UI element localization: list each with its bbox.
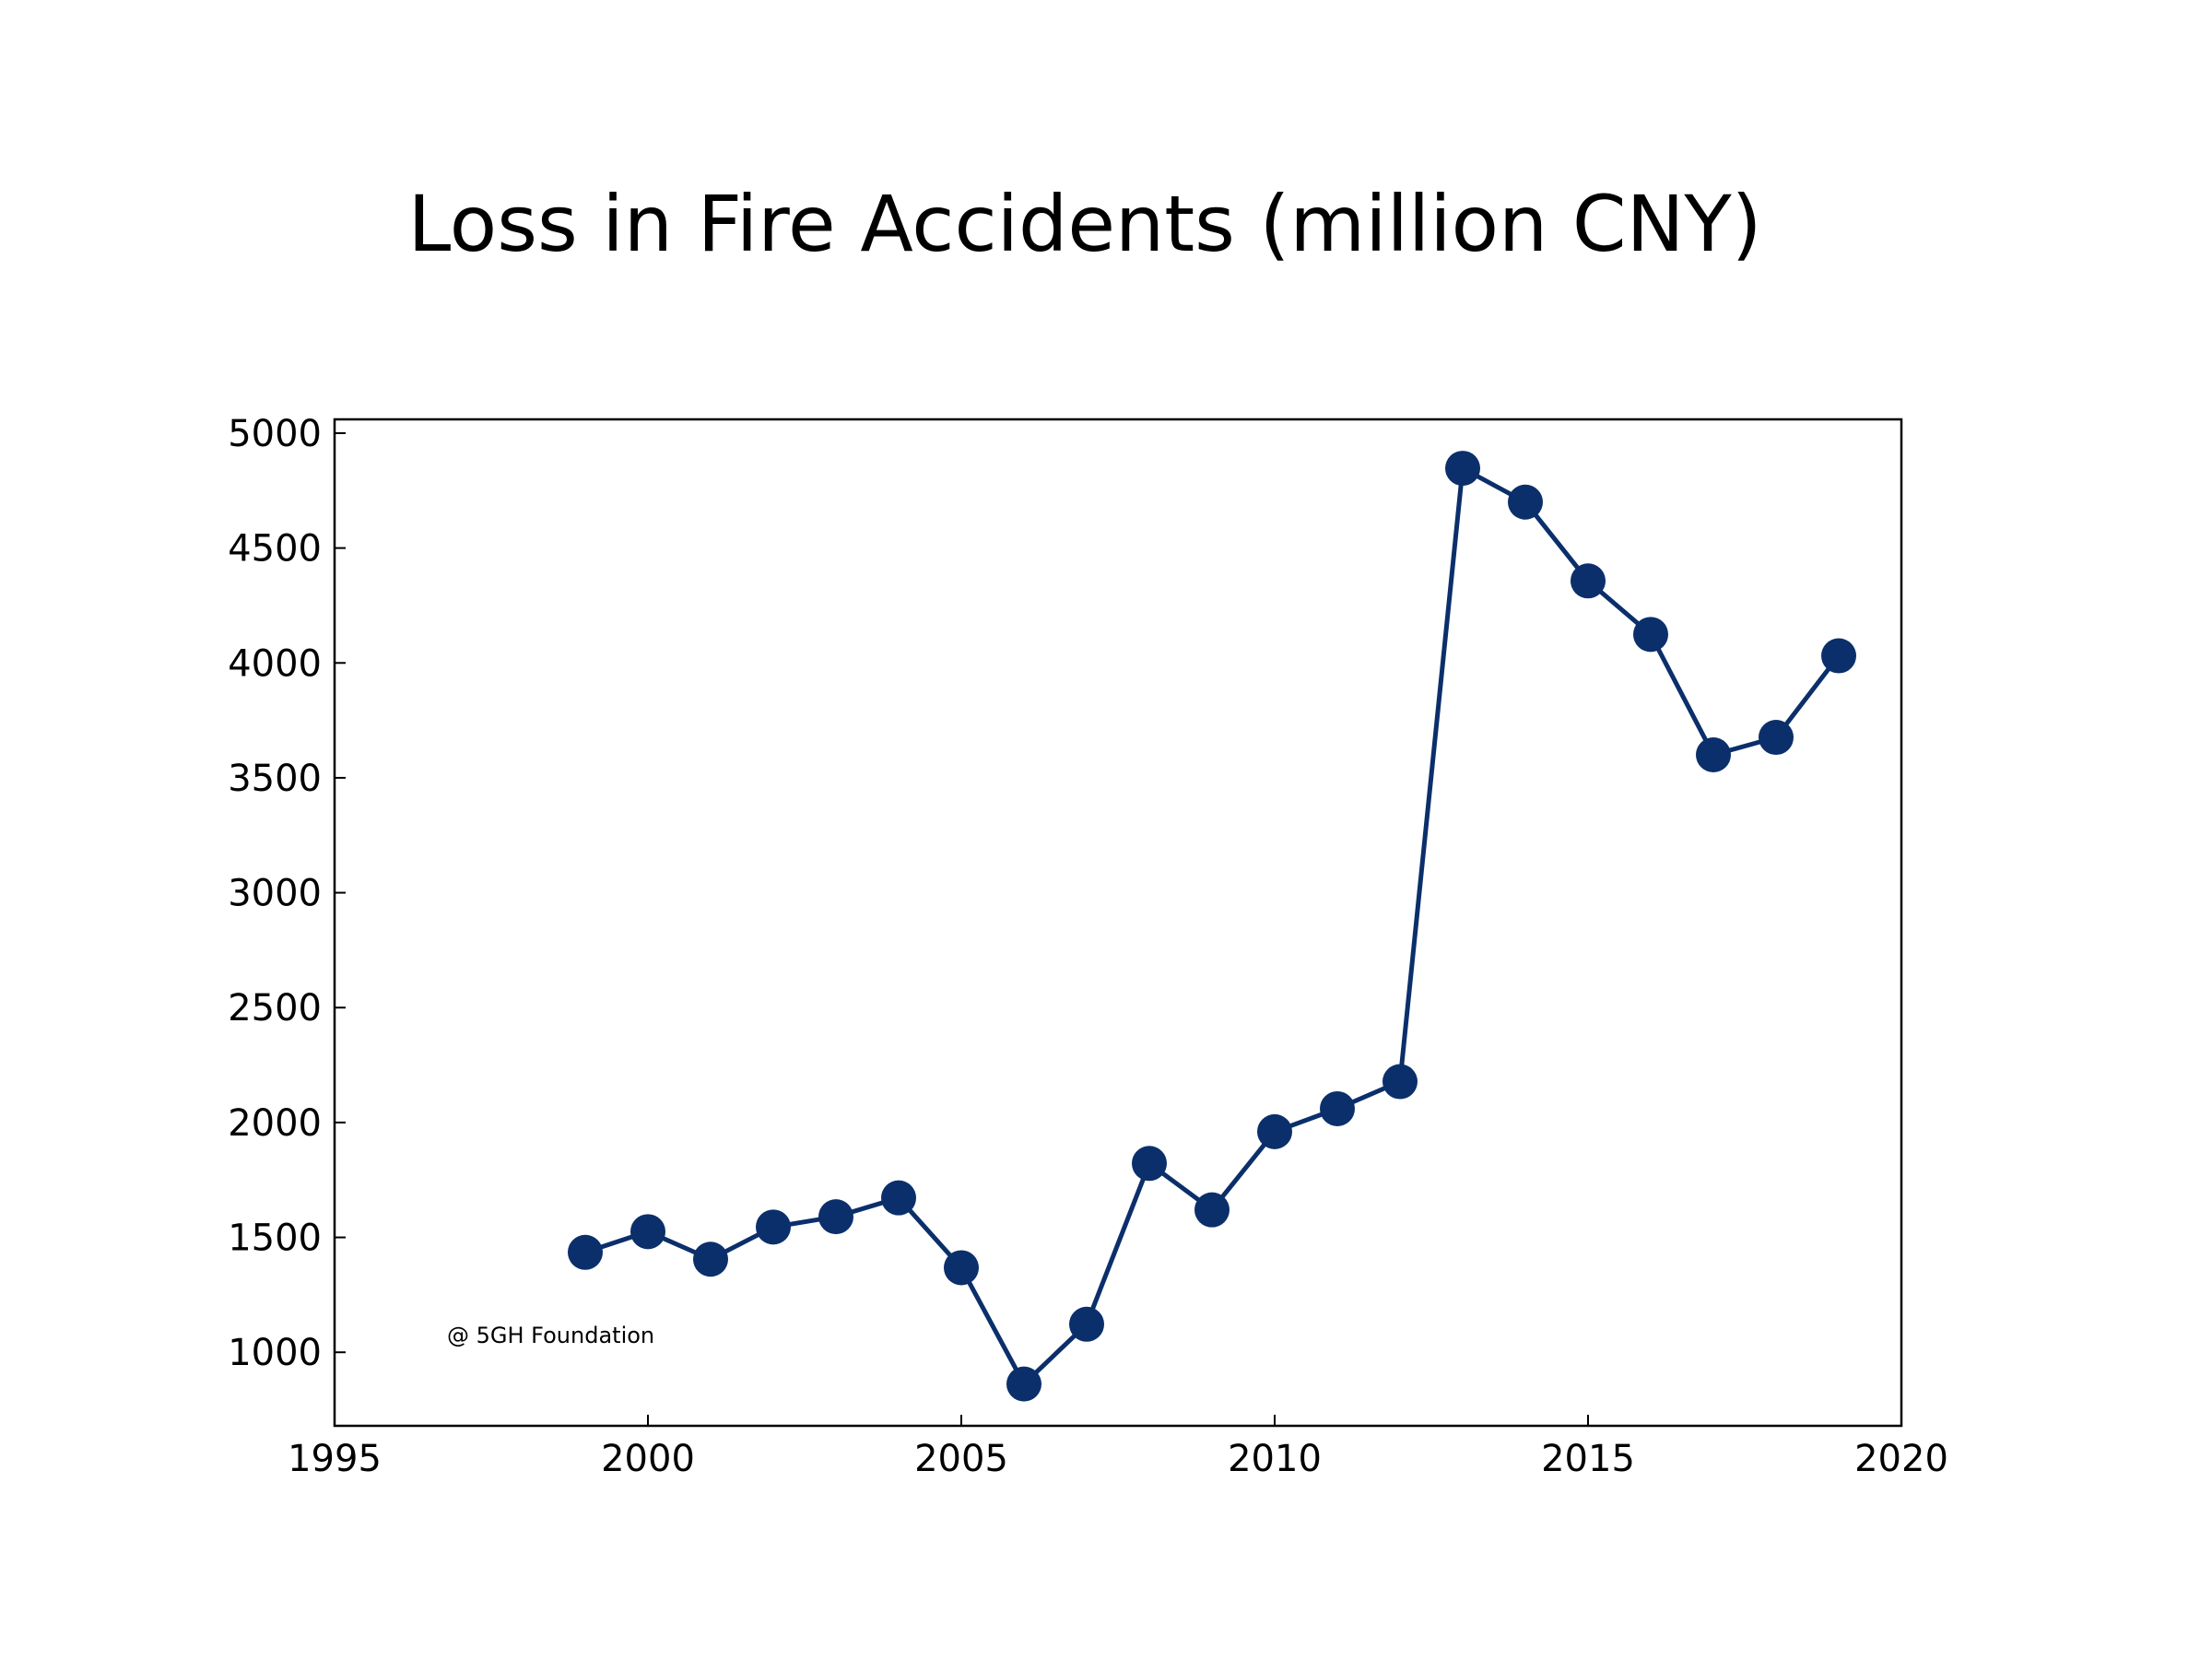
x-tick-label: 2005 xyxy=(914,1438,1008,1480)
data-point xyxy=(1069,1306,1104,1342)
data-point xyxy=(756,1209,791,1245)
data-point xyxy=(1633,617,1668,653)
watermark-annotation: @ 5GH Foundation xyxy=(447,1323,654,1348)
data-point xyxy=(1320,1090,1355,1126)
y-tick-label: 5000 xyxy=(228,413,322,455)
y-axis: 1000 1500 2000 2500 3000 3500 4000 4500 5000 xyxy=(228,413,346,1374)
y-tick-label: 3500 xyxy=(228,758,322,800)
y-tick-label: 2500 xyxy=(228,987,322,1030)
data-point xyxy=(881,1180,916,1216)
plot-frame xyxy=(333,418,1903,1428)
x-tick-label: 2015 xyxy=(1541,1438,1635,1480)
data-point xyxy=(1821,638,1856,674)
y-tick-label: 3000 xyxy=(228,873,322,915)
y-tick-label: 1500 xyxy=(228,1218,322,1260)
data-point xyxy=(1194,1192,1230,1228)
data-point xyxy=(1006,1366,1041,1402)
y-tick-label: 2000 xyxy=(228,1102,322,1145)
data-point xyxy=(568,1234,603,1270)
data-point xyxy=(1759,720,1794,756)
data-point xyxy=(1382,1064,1418,1100)
x-tick-label: 1995 xyxy=(288,1438,382,1480)
x-tick-label: 2020 xyxy=(1854,1438,1948,1480)
data-point xyxy=(818,1199,853,1235)
data-layer xyxy=(568,451,1856,1402)
data-point xyxy=(1445,451,1480,487)
x-tick-label: 2010 xyxy=(1228,1438,1322,1480)
x-axis: 1995 2000 2005 2010 2015 2020 xyxy=(288,1415,1948,1480)
x-tick-label: 2000 xyxy=(601,1438,695,1480)
y-tick-label: 4000 xyxy=(228,642,322,685)
data-point xyxy=(1508,484,1543,520)
y-tick-label: 1000 xyxy=(228,1332,322,1374)
chart-title: Loss in Fire Accidents (million CNY) xyxy=(407,179,1761,269)
data-point xyxy=(1571,563,1606,599)
series-line xyxy=(582,465,1841,1387)
data-point xyxy=(630,1214,665,1250)
data-point xyxy=(693,1241,728,1277)
y-tick-label: 4500 xyxy=(228,528,322,571)
data-point xyxy=(1696,737,1731,772)
data-point xyxy=(1132,1146,1167,1182)
data-point xyxy=(1257,1113,1292,1149)
data-point xyxy=(944,1250,979,1286)
